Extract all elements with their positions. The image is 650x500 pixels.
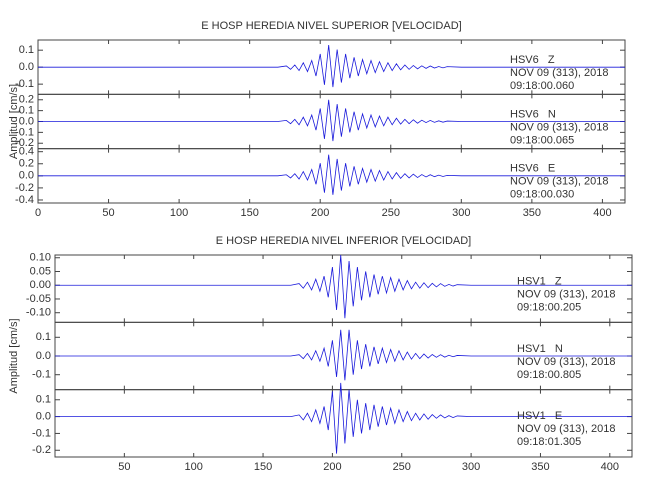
y-tick-label: -0.4 [15,194,34,206]
y-tick-label: -0.10 [26,307,51,319]
x-tick-label: 350 [523,207,541,219]
y-tick-label: 0.2 [19,94,34,106]
station-label: HSV1 N [517,343,563,355]
x-tick-label: 50 [118,461,130,473]
x-tick-label: 300 [452,207,470,219]
time-label: 09:18:00.060 [510,80,574,92]
time-label: 09:18:00.030 [510,189,574,201]
date-label: NOV 09 (313), 2018 [510,121,608,133]
y-tick-label: 0.00 [30,279,51,291]
chart-title: E HOSP HEREDIA NIVEL SUPERIOR [VELOCIDAD… [201,20,461,32]
date-label: NOV 09 (313), 2018 [517,423,615,435]
y-tick-label: -0.1 [32,427,51,439]
waveform [38,99,625,142]
y-tick-label: 0.0 [19,61,34,73]
x-tick-label: 400 [593,207,611,219]
date-label: NOV 09 (313), 2018 [510,176,608,188]
station-label: HSV6 Z [510,54,555,66]
y-tick-label: 0.10 [30,252,51,264]
x-tick-label: 400 [601,461,619,473]
y-tick-label: 0.0 [19,115,34,127]
time-label: 09:18:00.805 [517,369,581,381]
y-tick-label: -0.1 [15,126,34,138]
station-label: HSV6 E [510,163,555,175]
y-tick-label: 0.2 [19,158,34,170]
station-label: HSV1 Z [517,276,562,288]
time-label: 09:18:01.305 [517,436,581,448]
y-tick-label: 0.0 [36,411,51,423]
waveform [55,254,632,319]
y-tick-label: 0.1 [19,44,34,56]
y-tick-label: -0.1 [15,78,34,90]
waveform [38,154,625,195]
x-tick-label: 250 [393,461,411,473]
x-tick-label: 150 [240,207,258,219]
y-axis-label: Amplitud [cm/s] [8,318,20,393]
y-tick-label: -0.05 [26,293,51,305]
date-label: NOV 09 (313), 2018 [517,356,615,368]
subplot-frame [54,389,633,458]
station-label: HSV6 N [510,108,556,120]
y-axis-label: Amplitud [cm/s] [8,84,20,159]
date-label: NOV 09 (313), 2018 [510,67,608,79]
y-tick-label: 0.05 [30,265,51,277]
waveform [55,329,632,381]
x-tick-label: 300 [462,461,480,473]
y-tick-label: 0.0 [36,350,51,362]
time-label: 09:18:00.065 [510,134,574,146]
y-tick-label: 0.1 [36,331,51,343]
y-tick-label: 0.1 [19,105,34,117]
x-tick-label: 200 [311,207,329,219]
chart-title: E HOSP HEREDIA NIVEL INFERIOR [VELOCIDAD… [216,235,472,247]
x-tick-label: 150 [254,461,272,473]
x-tick-label: 50 [102,207,114,219]
waveform [38,45,625,88]
y-tick-label: -0.2 [15,137,34,149]
x-tick-label: 250 [382,207,400,219]
date-label: NOV 09 (313), 2018 [517,289,615,301]
y-tick-label: -0.2 [32,444,51,456]
y-tick-label: 0.4 [19,146,34,158]
x-tick-label: 200 [323,461,341,473]
waveform [55,382,632,454]
x-tick-label: 350 [531,461,549,473]
y-tick-label: 0.1 [36,394,51,406]
y-tick-label: -0.1 [32,369,51,381]
time-label: 09:18:00.205 [517,302,581,314]
y-tick-label: 0.0 [19,170,34,182]
station-label: HSV1 E [517,410,562,422]
y-tick-label: -0.2 [15,182,34,194]
x-tick-label: 100 [170,207,188,219]
x-tick-label: 100 [185,461,203,473]
x-tick-label: 0 [35,207,41,219]
